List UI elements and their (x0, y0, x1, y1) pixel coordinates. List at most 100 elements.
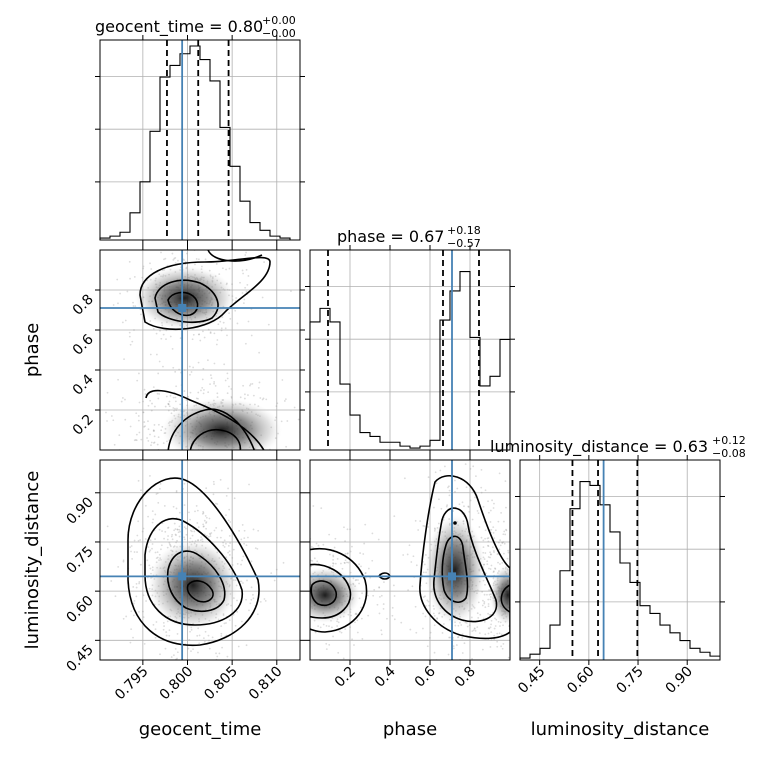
scatter-point (527, 590, 529, 592)
scatter-point (354, 613, 357, 615)
scatter-point (325, 624, 328, 627)
scatter-point (106, 391, 109, 394)
scatter-point (220, 625, 223, 627)
scatter-point (202, 525, 205, 528)
scatter-point (354, 621, 356, 624)
scatter-point (483, 601, 486, 603)
scatter-point (223, 546, 226, 548)
scatter-point (200, 666, 202, 668)
scatter-point (231, 283, 233, 286)
scatter-point (486, 560, 489, 563)
scatter-point (198, 634, 201, 637)
scatter-point (382, 603, 385, 605)
scatter-point (492, 571, 495, 573)
scatter-point (117, 566, 120, 568)
x-tick-label: 0.75 (614, 664, 647, 697)
scatter-point (216, 392, 219, 395)
contour (310, 548, 368, 633)
scatter-point (464, 463, 467, 466)
scatter-point (358, 582, 360, 585)
scatter-point (241, 559, 244, 562)
scatter-point (496, 632, 499, 635)
scatter-point (130, 628, 133, 631)
scatter-point (516, 538, 518, 540)
scatter-point (369, 576, 372, 579)
scatter-point (457, 636, 459, 639)
scatter-point (153, 424, 156, 426)
scatter-point (175, 490, 178, 492)
histogram-step (99, 45, 300, 241)
contour (310, 563, 352, 619)
scatter-point (159, 329, 161, 332)
scatter-point (225, 268, 227, 271)
scatter-point (516, 564, 518, 566)
scatter-point (343, 561, 346, 564)
scatter-point (151, 547, 153, 550)
scatter-point (263, 598, 266, 600)
scatter-point (174, 647, 177, 650)
scatter-point (217, 323, 220, 326)
title-plus: +0.18 (447, 224, 481, 237)
scatter-point (149, 399, 152, 402)
scatter-point (173, 463, 175, 465)
scatter-point (516, 585, 518, 587)
scatter-point (171, 347, 174, 350)
scatter-point (150, 444, 152, 447)
x-tick-label: 0.8 (452, 664, 479, 691)
scatter-point (236, 599, 238, 602)
scatter-point (245, 242, 247, 244)
scatter-point (305, 625, 307, 627)
scatter-point (343, 526, 345, 529)
scatter-point (121, 321, 124, 324)
scatter-point (490, 619, 493, 622)
scatter-point (140, 489, 142, 492)
scatter-point (158, 487, 161, 490)
scatter-point (503, 542, 506, 545)
scatter-point (489, 556, 491, 559)
scatter-point (393, 515, 396, 518)
scatter-point (517, 557, 519, 559)
scatter-point (317, 544, 320, 547)
scatter-point (225, 622, 227, 624)
scatter-point (185, 527, 187, 530)
scatter-point (434, 471, 437, 474)
scatter-point (455, 644, 458, 646)
scatter-point (452, 645, 455, 648)
scatter-point (152, 518, 155, 521)
scatter-point (126, 290, 129, 293)
scatter-point (220, 635, 223, 637)
scatter-point (483, 593, 486, 596)
scatter-point (355, 612, 357, 615)
scatter-point (188, 638, 191, 641)
scatter-point (499, 563, 501, 565)
scatter-point (355, 613, 358, 616)
scatter-point (356, 631, 359, 634)
scatter-point (204, 457, 206, 459)
scatter-point (514, 592, 516, 594)
scatter-point (308, 636, 310, 638)
title-geocent-time: geocent_time = 0.80 +0.00 −0.00 (95, 14, 296, 40)
panel-frame (99, 459, 301, 661)
scatter-point (173, 457, 175, 459)
scatter-point (172, 654, 175, 657)
scatter-point (172, 407, 175, 409)
scatter-point (213, 362, 216, 365)
scatter-point (258, 351, 261, 354)
scatter-point (432, 506, 435, 509)
scatter-point (500, 633, 503, 636)
scatter-point (435, 482, 438, 485)
scatter-point (334, 537, 337, 540)
scatter-point (142, 411, 145, 414)
scatter-point (212, 469, 214, 471)
y-tick-label: 0.4 (70, 371, 97, 398)
scatter-point (183, 482, 186, 485)
scatter-point (338, 630, 341, 633)
scatter-point (167, 526, 170, 529)
scatter-point (487, 598, 490, 601)
scatter-point (183, 390, 186, 392)
scatter-point (133, 599, 136, 602)
scatter-point (468, 624, 471, 627)
scatter-point (501, 647, 504, 650)
scatter-point (304, 619, 306, 621)
scatter-point (141, 458, 143, 460)
